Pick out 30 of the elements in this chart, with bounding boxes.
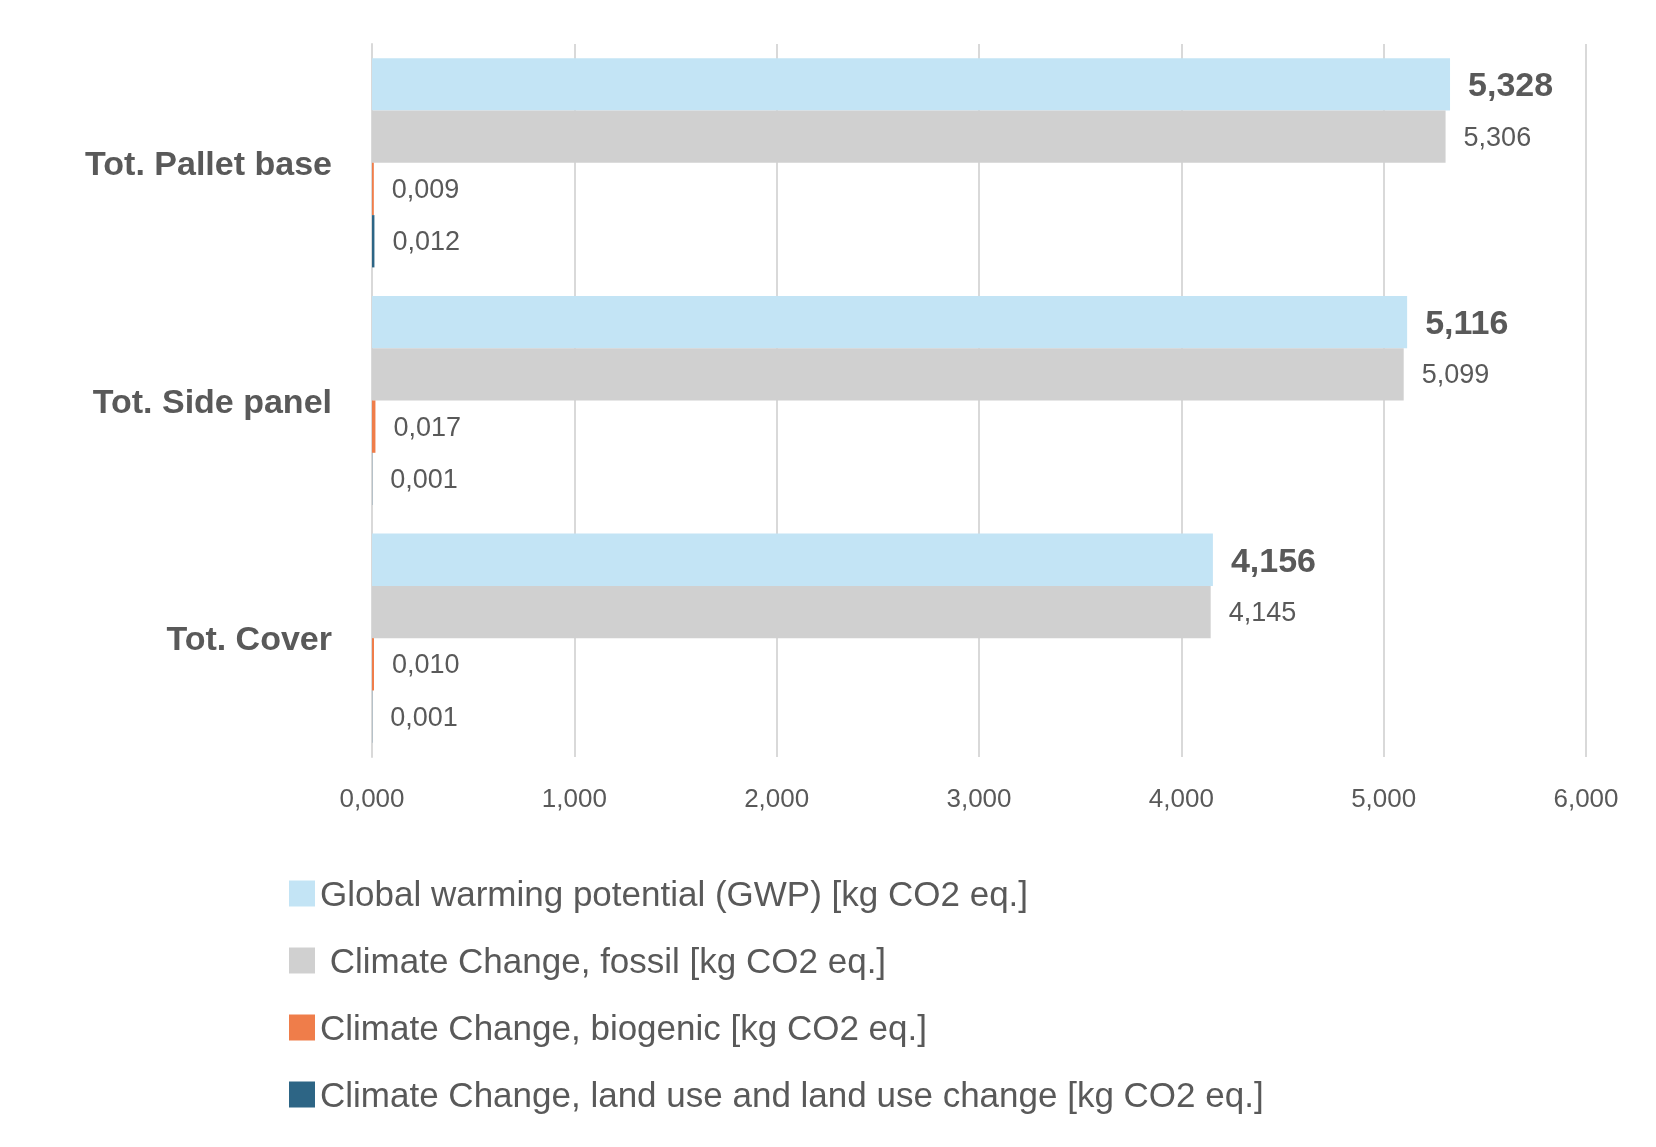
bar bbox=[372, 295, 1408, 349]
bar bbox=[372, 58, 1451, 111]
data-label: 5,116 bbox=[1425, 303, 1509, 342]
data-label: 5,306 bbox=[1463, 121, 1532, 152]
x-tick-label: 3,000 bbox=[946, 783, 1012, 813]
y-tick-label: Tot. Side panel bbox=[92, 381, 332, 420]
x-tick-label: 0,000 bbox=[339, 783, 405, 813]
data-label: 0,012 bbox=[392, 226, 461, 257]
bar bbox=[372, 638, 375, 691]
x-tick-label: 5,000 bbox=[1351, 783, 1417, 813]
x-tick-label: 2,000 bbox=[744, 783, 810, 813]
data-label: 4,145 bbox=[1228, 597, 1297, 628]
data-label: 4,156 bbox=[1230, 540, 1316, 579]
data-label: 5,099 bbox=[1421, 359, 1490, 390]
legend-label: Global warming potential (GWP) [kg CO2 eq.] bbox=[320, 874, 1029, 913]
legend-label: Climate Change, land use and land use change [kg CO2 eq.] bbox=[320, 1075, 1264, 1114]
y-tick-label: Tot. Cover bbox=[166, 619, 332, 658]
x-tick-label: 4,000 bbox=[1148, 783, 1214, 813]
bar bbox=[372, 533, 1213, 586]
legend-label: Climate Change, fossil [kg CO2 eq.] bbox=[320, 941, 887, 980]
data-label: 0,017 bbox=[393, 411, 462, 442]
x-tick-label: 6,000 bbox=[1553, 783, 1619, 813]
y-tick-label: Tot. Pallet base bbox=[85, 143, 332, 182]
data-label: 0,010 bbox=[392, 649, 460, 680]
legend-label: Climate Change, biogenic [kg CO2 eq.] bbox=[320, 1008, 927, 1047]
x-tick-label: 1,000 bbox=[541, 783, 607, 813]
data-label: 0,001 bbox=[390, 463, 458, 494]
data-label: 5,328 bbox=[1468, 65, 1554, 104]
data-label: 0,009 bbox=[391, 173, 460, 204]
data-label: 0,001 bbox=[390, 701, 458, 732]
